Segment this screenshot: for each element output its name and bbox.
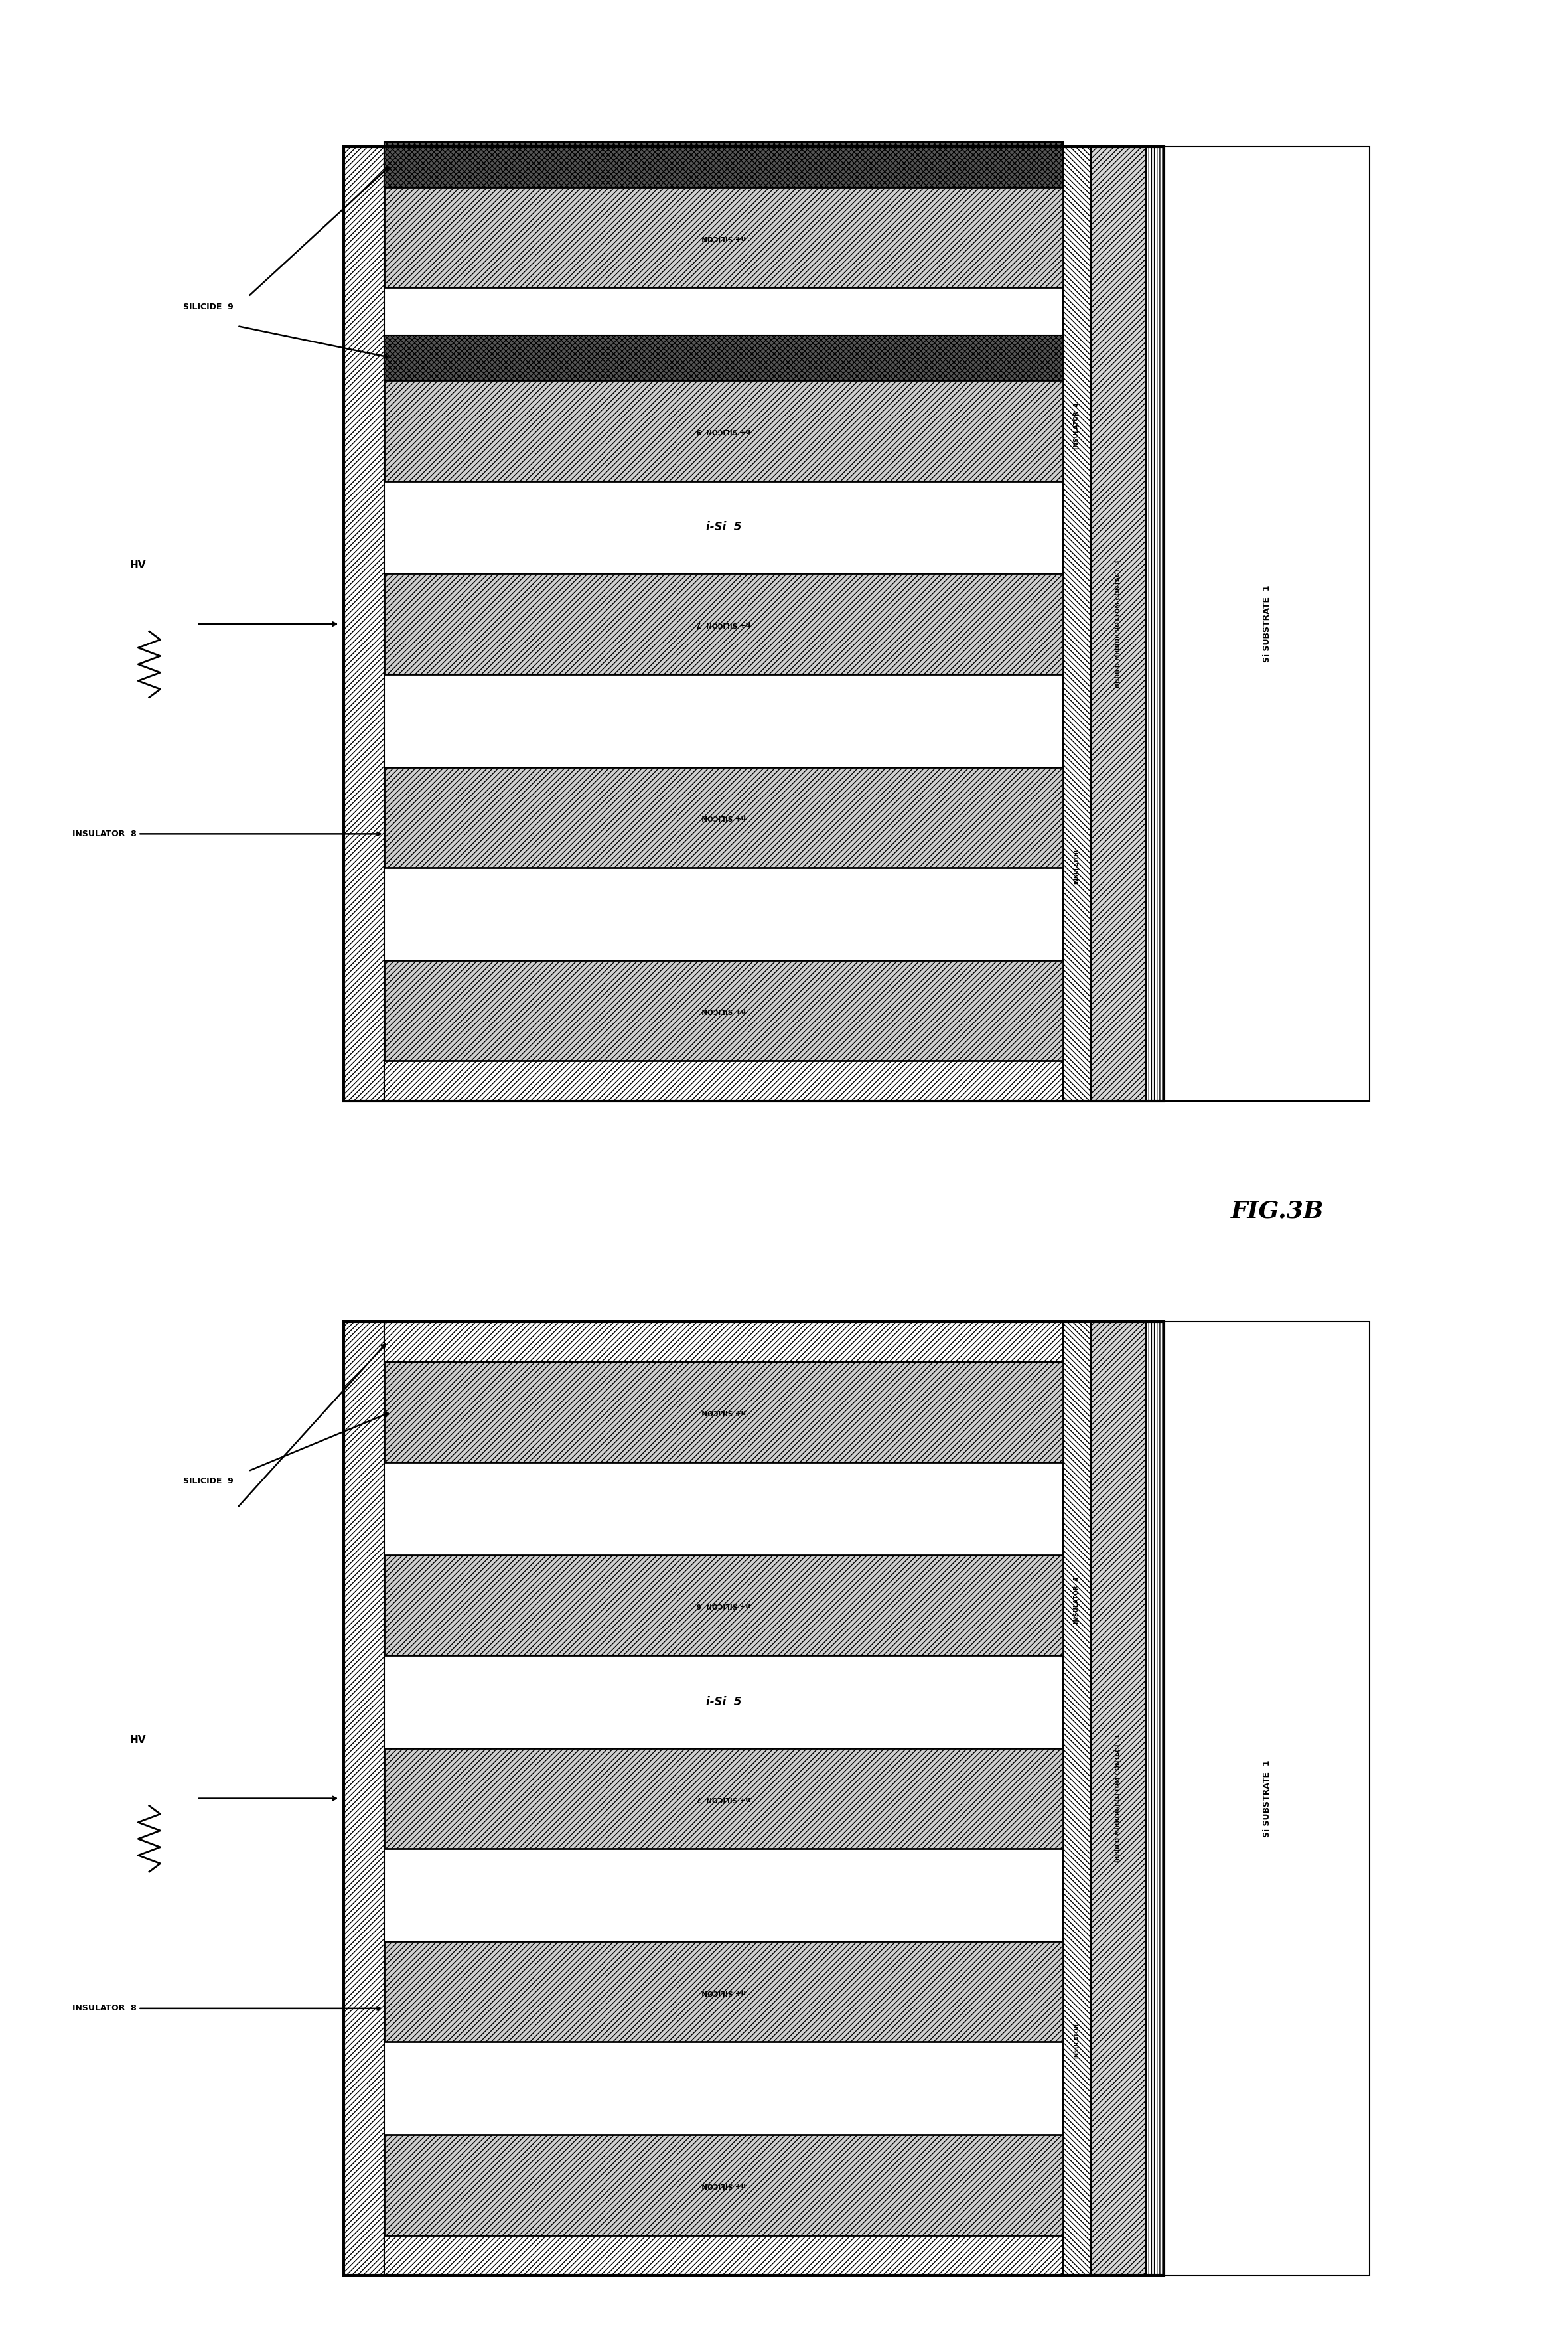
Bar	[384, 768, 1063, 867]
Text: BURIED MIRROR/BOTTOM CONTACT  3: BURIED MIRROR/BOTTOM CONTACT 3	[1115, 559, 1121, 688]
Bar	[1063, 146, 1091, 1102]
Bar	[384, 573, 1063, 674]
Text: BURIED MIRROR/BOTTOM CONTACT  3: BURIED MIRROR/BOTTOM CONTACT 3	[1115, 1734, 1121, 1863]
Bar	[1146, 146, 1163, 1102]
Bar	[384, 961, 1063, 1062]
Text: INSULATOR  4: INSULATOR 4	[1074, 1576, 1080, 1623]
Text: i-Si  5: i-Si 5	[706, 521, 742, 533]
Bar	[343, 1320, 1163, 2276]
Text: INSULATOR  8: INSULATOR 8	[72, 2004, 381, 2013]
Bar	[384, 2236, 1063, 2276]
Bar	[384, 1062, 1063, 1102]
Bar	[1091, 146, 1146, 1102]
Text: INSULATOR: INSULATOR	[1074, 2022, 1080, 2058]
Bar	[343, 146, 1163, 1102]
Text: i-Si  5: i-Si 5	[706, 1696, 742, 1708]
Bar	[343, 1320, 384, 2276]
Text: n+ SILICON: n+ SILICON	[701, 1987, 746, 1994]
Text: Si SUBSTRATE  1: Si SUBSTRATE 1	[1262, 1759, 1272, 1837]
Bar	[384, 2135, 1063, 2236]
Text: SILICIDE  9: SILICIDE 9	[183, 303, 234, 310]
Text: n+ SILICON: n+ SILICON	[701, 1008, 746, 1015]
Text: n+ SILICON  7: n+ SILICON 7	[696, 1795, 751, 1802]
Bar	[1163, 146, 1369, 1102]
Text: n+ SILICON  7: n+ SILICON 7	[696, 620, 751, 627]
Text: n+ SILICON  9: n+ SILICON 9	[696, 428, 751, 435]
Text: Si SUBSTRATE  1: Si SUBSTRATE 1	[1262, 585, 1272, 662]
Bar	[384, 381, 1063, 482]
Bar	[384, 1320, 1063, 1362]
Bar	[384, 188, 1063, 287]
Bar	[384, 1555, 1063, 1656]
Text: INSULATOR  4: INSULATOR 4	[1074, 402, 1080, 449]
Text: HV: HV	[130, 561, 146, 571]
Text: n+ SILICON  6: n+ SILICON 6	[696, 1602, 751, 1609]
Bar	[384, 141, 1063, 188]
Bar	[1146, 1320, 1163, 2276]
Bar	[1163, 1320, 1369, 2276]
Bar	[384, 148, 1063, 188]
Bar	[384, 1748, 1063, 1849]
Bar	[1063, 1320, 1091, 2276]
Text: n+ SILICON: n+ SILICON	[701, 2182, 746, 2189]
Text: SILICIDE  9: SILICIDE 9	[183, 1478, 234, 1487]
Text: n+ SILICON: n+ SILICON	[701, 813, 746, 820]
Bar	[384, 336, 1063, 381]
Bar	[384, 1362, 1063, 1461]
Bar	[343, 146, 384, 1102]
Text: INSULATOR: INSULATOR	[1074, 848, 1080, 883]
Text: INSULATOR  8: INSULATOR 8	[72, 829, 381, 839]
Bar	[1091, 1320, 1146, 2276]
Text: n+ SILICON: n+ SILICON	[701, 1409, 746, 1414]
Text: HV: HV	[130, 1736, 146, 1745]
Bar	[384, 1943, 1063, 2041]
Text: n+ SILICON: n+ SILICON	[701, 235, 746, 240]
Text: FIG.3B: FIG.3B	[1231, 1200, 1323, 1221]
